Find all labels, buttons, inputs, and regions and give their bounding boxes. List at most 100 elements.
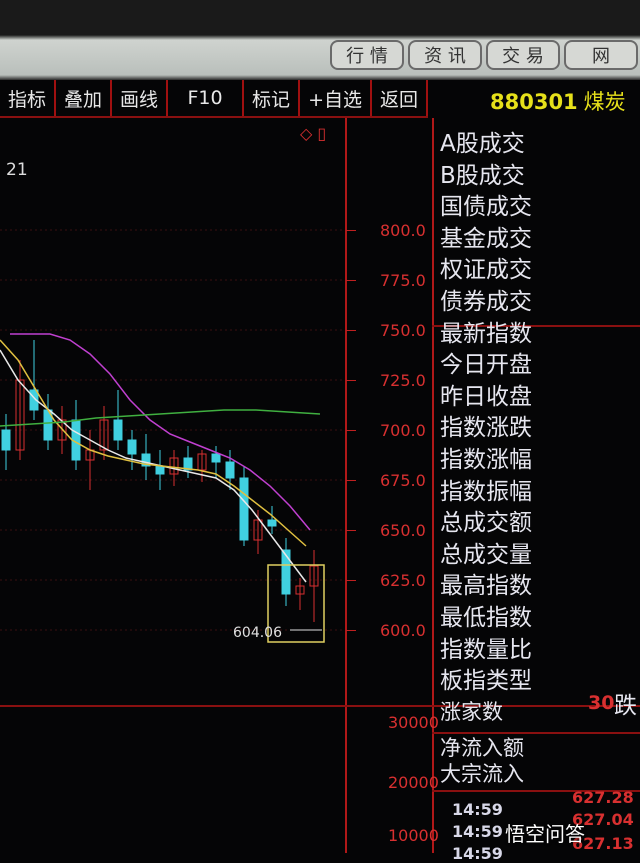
- info-item: 今日开盘: [440, 352, 532, 379]
- stock-code: 880301: [490, 90, 578, 114]
- candlestick-chart[interactable]: [0, 0, 345, 853]
- axis-tick: [346, 630, 356, 631]
- info-item: 权证成交: [440, 257, 532, 284]
- stock-title: 880301 煤炭: [490, 86, 626, 116]
- price-axis-label: 775.0: [380, 271, 426, 290]
- add-watchlist-button[interactable]: +自选: [300, 80, 372, 116]
- info-divider-3: [432, 790, 640, 792]
- overlay-button[interactable]: 叠加: [56, 80, 113, 116]
- price-axis-label: 700.0: [380, 421, 426, 440]
- info-item: A股成交: [440, 131, 525, 157]
- candle-body: [169, 457, 179, 475]
- selection-box: [267, 564, 325, 643]
- tab-market[interactable]: 行 情: [330, 40, 404, 70]
- tab-trade[interactable]: 交 易: [486, 40, 560, 70]
- info-item: 指数振幅: [440, 478, 532, 505]
- candle-body: [1, 429, 11, 451]
- watermark: 悟空问答: [505, 822, 585, 846]
- info-divider-1: [432, 325, 640, 327]
- candle-body: [253, 519, 263, 541]
- diamond-icon[interactable]: ◇ ▯: [300, 124, 327, 143]
- tick-price: 627.28: [572, 788, 634, 807]
- info-item: 指数量比: [440, 636, 532, 663]
- indicator-label: 21: [6, 160, 28, 180]
- volume-axis-30000: 30000: [388, 713, 439, 732]
- panel-divider: [432, 118, 434, 853]
- indicator-button[interactable]: 指标: [0, 80, 57, 116]
- axis-tick: [346, 430, 356, 431]
- price-axis-label: 625.0: [380, 571, 426, 590]
- back-button[interactable]: 返回: [372, 80, 428, 116]
- moving-average-green: [0, 409, 321, 427]
- axis-tick: [346, 330, 356, 331]
- info-item: 总成交量: [440, 541, 532, 568]
- fall-count-label: 跌: [614, 693, 637, 719]
- info-item: 最高指数: [440, 573, 532, 600]
- candle-body: [99, 419, 109, 451]
- f10-button[interactable]: F10: [168, 80, 245, 116]
- axis-tick: [346, 480, 356, 481]
- price-axis-label: 725.0: [380, 371, 426, 390]
- mark-button[interactable]: 标记: [244, 80, 301, 116]
- info-item: 最低指数: [440, 605, 532, 631]
- axis-tick: [346, 530, 356, 531]
- candle-body: [15, 379, 25, 451]
- price-axis-label: 675.0: [380, 471, 426, 490]
- info-divider-2: [432, 732, 640, 734]
- tick-time: 14:59: [452, 822, 503, 841]
- tab-news[interactable]: 资 讯: [408, 40, 482, 70]
- block-inflow-label: 大宗流入: [440, 762, 524, 786]
- price-axis-label: 800.0: [380, 221, 426, 240]
- top-tabs: 行 情 资 讯 交 易 网: [330, 40, 638, 70]
- price-axis-label: 650.0: [380, 521, 426, 540]
- draw-line-button[interactable]: 画线: [112, 80, 169, 116]
- volume-axis-20000: 20000: [388, 773, 439, 792]
- candle-body: [183, 457, 193, 471]
- tick-time: 14:59: [452, 800, 503, 819]
- rise-count-label: 涨家数: [440, 700, 503, 724]
- candle-body: [155, 465, 165, 475]
- candle-body: [141, 453, 151, 467]
- info-item: 最新指数: [440, 320, 532, 347]
- tick-time: 14:59: [452, 844, 503, 863]
- toolbar: 指标 叠加 画线 F10 标记 +自选 返回: [0, 80, 428, 118]
- net-inflow-label: 净流入额: [440, 736, 524, 760]
- moving-average-purple: [10, 333, 311, 531]
- candle-body: [127, 439, 137, 455]
- price-axis-label: 750.0: [380, 321, 426, 340]
- info-item: 总成交额: [440, 510, 532, 537]
- info-item: 板指类型: [440, 668, 532, 695]
- moving-average-white: [0, 349, 307, 583]
- candle-body: [309, 565, 319, 587]
- tick-price: 627.04: [572, 810, 634, 829]
- chart-divider: [345, 118, 347, 853]
- low-price-marker: 604.06: [233, 625, 282, 641]
- info-item: 国债成交: [440, 194, 532, 221]
- candle-body: [267, 519, 277, 527]
- info-item: 昨日收盘: [440, 383, 532, 410]
- moving-average-yellow: [0, 339, 307, 547]
- info-item: 指数涨幅: [440, 447, 532, 473]
- candle-body: [239, 477, 249, 541]
- axis-tick: [346, 380, 356, 381]
- axis-tick: [346, 280, 356, 281]
- candle-body: [295, 585, 305, 595]
- candle-body: [29, 389, 39, 411]
- tick-price: 627.13: [572, 834, 634, 853]
- axis-tick: [346, 230, 356, 231]
- stock-name: 煤炭: [583, 90, 626, 114]
- volume-axis-10000: 10000: [388, 826, 439, 845]
- candle-body: [113, 419, 123, 441]
- candle-body: [281, 549, 291, 595]
- info-item: 指数涨跌: [440, 415, 532, 442]
- rise-count-value: 30: [588, 692, 615, 714]
- candle-body: [57, 419, 67, 441]
- candle-body: [211, 453, 221, 463]
- volume-divider: [0, 705, 640, 707]
- candle-body: [225, 461, 235, 479]
- info-item: 债券成交: [440, 289, 532, 315]
- tab-web[interactable]: 网: [564, 40, 638, 70]
- info-item: 基金成交: [440, 225, 532, 252]
- info-item: B股成交: [440, 162, 525, 189]
- price-axis-label: 600.0: [380, 621, 426, 640]
